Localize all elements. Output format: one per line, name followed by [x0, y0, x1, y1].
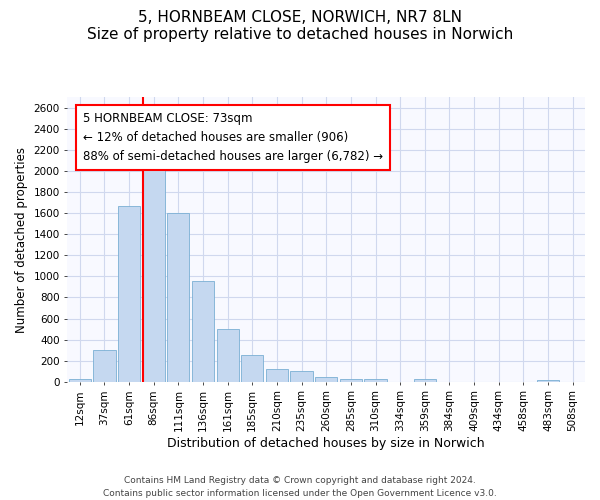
Bar: [241, 355, 263, 382]
Bar: [340, 378, 362, 382]
Text: Contains HM Land Registry data © Crown copyright and database right 2024.
Contai: Contains HM Land Registry data © Crown c…: [103, 476, 497, 498]
Bar: [118, 206, 140, 382]
Text: 5, HORNBEAM CLOSE, NORWICH, NR7 8LN
Size of property relative to detached houses: 5, HORNBEAM CLOSE, NORWICH, NR7 8LN Size…: [87, 10, 513, 42]
Bar: [167, 213, 190, 382]
Y-axis label: Number of detached properties: Number of detached properties: [15, 146, 28, 332]
Bar: [537, 380, 559, 382]
Bar: [217, 328, 239, 382]
Bar: [192, 280, 214, 382]
Bar: [68, 379, 91, 382]
X-axis label: Distribution of detached houses by size in Norwich: Distribution of detached houses by size …: [167, 437, 485, 450]
Bar: [364, 379, 386, 382]
Bar: [143, 156, 165, 382]
Text: 5 HORNBEAM CLOSE: 73sqm
← 12% of detached houses are smaller (906)
88% of semi-d: 5 HORNBEAM CLOSE: 73sqm ← 12% of detache…: [83, 112, 383, 162]
Bar: [266, 368, 288, 382]
Bar: [315, 378, 337, 382]
Bar: [290, 371, 313, 382]
Bar: [94, 350, 116, 382]
Bar: [414, 378, 436, 382]
